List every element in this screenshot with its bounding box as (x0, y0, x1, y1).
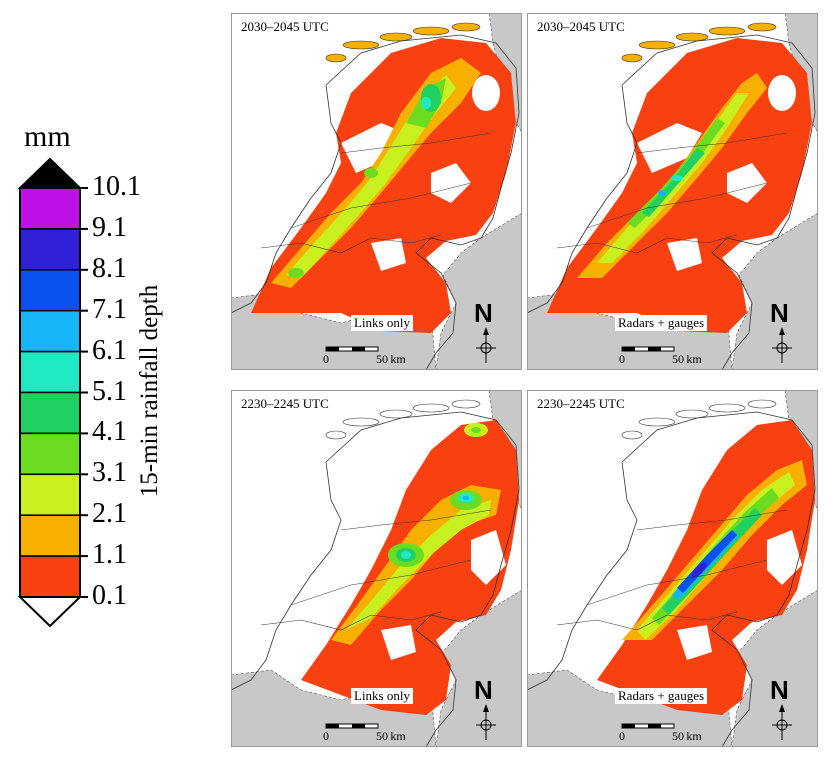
legend-min-arrow (17, 596, 83, 628)
legend-title: 15-min rainfall depth (136, 284, 163, 498)
legend-tick-label: 0.1 (92, 580, 127, 611)
panel-method-label: Links only (351, 688, 413, 704)
legend-color-box (19, 555, 81, 598)
legend-tick-label: 2.1 (92, 498, 127, 530)
map-panel-links-2230: 2230–2245 UTC Links only 0 50 km N (231, 390, 522, 747)
panel-method-label: Radars + gauges (615, 688, 708, 704)
north-label: N (474, 675, 493, 705)
panel-time-label: 2030–2045 UTC (241, 19, 329, 34)
legend-tick-label: 5.1 (92, 375, 127, 407)
scale-zero-label: 0 (619, 352, 625, 366)
scale-end-label: 50 km (376, 729, 406, 743)
map-panel-links-2030: 2030–2045 UTC Links only 0 50 km N (231, 13, 522, 370)
legend-color-box (19, 309, 81, 353)
panel-method-label: Links only (351, 315, 413, 331)
map-links-2030 (231, 13, 522, 370)
panel-time-label: 2230–2245 UTC (537, 396, 625, 411)
legend-color-box (19, 473, 81, 516)
legend-color-box (19, 228, 81, 271)
legend-tick-label: 4.1 (92, 416, 127, 448)
north-label: N (770, 675, 789, 705)
map-radars-2230 (527, 390, 818, 747)
panel-method-label: Radars + gauges (615, 315, 708, 331)
legend-color-box (19, 350, 81, 394)
legend-color-box (19, 187, 81, 230)
map-links-2230 (231, 390, 522, 747)
north-label: N (770, 298, 789, 328)
scale-end-label: 50 km (376, 352, 406, 366)
scale-zero-label: 0 (323, 729, 329, 743)
panel-time-label: 2030–2045 UTC (537, 19, 625, 34)
legend-tick-label: 8.1 (92, 252, 127, 284)
map-panel-radars-2030: 2030–2045 UTC Radars + gauges 0 50 km N (527, 13, 818, 370)
legend-color-box (19, 391, 81, 435)
legend-tick-label: 6.1 (92, 334, 127, 366)
map-radars-2030 (527, 13, 818, 370)
north-label: N (474, 298, 493, 328)
legend-tick-label: 9.1 (92, 211, 127, 243)
legend-tick-label: 10.1 (92, 171, 141, 202)
legend-color-box (19, 432, 81, 476)
panel-time-label: 2230–2245 UTC (241, 396, 329, 411)
legend-tick-label: 3.1 (92, 457, 127, 489)
scale-end-label: 50 km (672, 729, 702, 743)
legend-tick-label: 1.1 (92, 539, 127, 571)
scale-zero-label: 0 (323, 352, 329, 366)
scale-zero-label: 0 (619, 729, 625, 743)
legend-color-box (19, 514, 81, 557)
legend-unit: mm (24, 120, 71, 153)
scale-end-label: 50 km (672, 352, 702, 366)
map-panel-radars-2230: 2230–2245 UTC Radars + gauges 0 50 km N (527, 390, 818, 747)
legend-colorbar (17, 157, 88, 628)
legend-tick-label: 7.1 (92, 293, 127, 325)
legend-max-arrow (17, 157, 83, 189)
legend-color-box (19, 269, 81, 312)
